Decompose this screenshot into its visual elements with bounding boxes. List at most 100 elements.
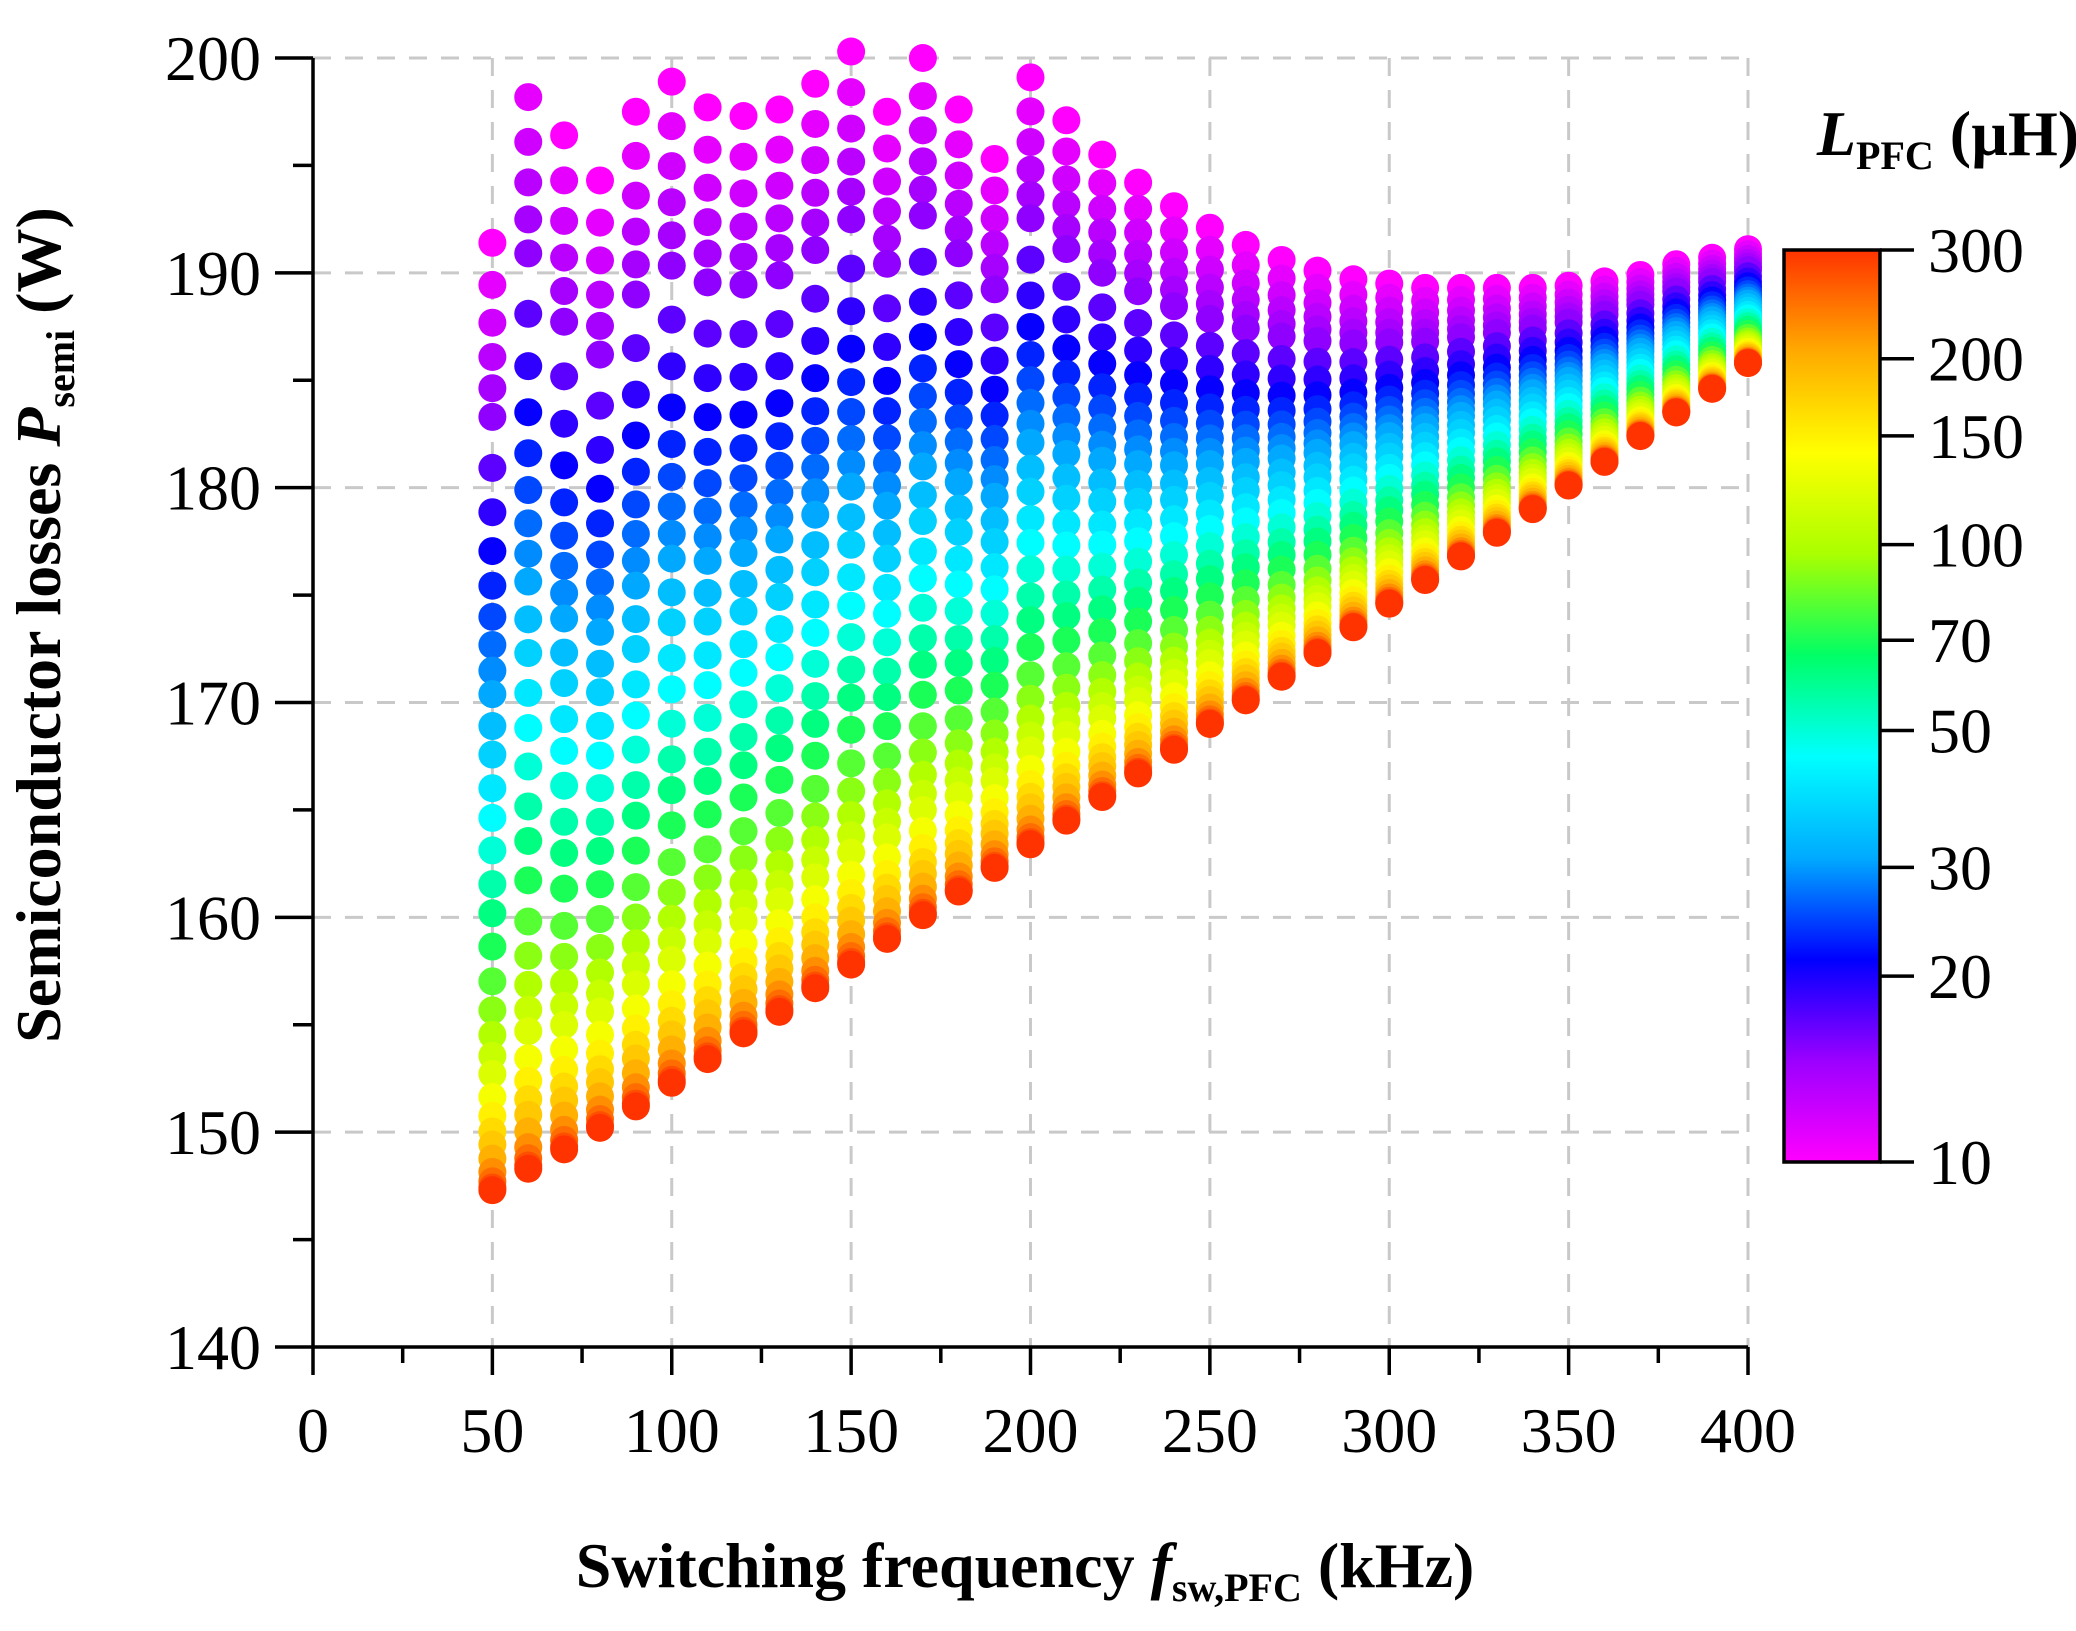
x-tick-label: 350 <box>1521 1395 1617 1466</box>
data-point <box>837 655 866 684</box>
data-point <box>873 491 901 520</box>
data-point <box>621 97 650 126</box>
data-point <box>586 340 614 369</box>
data-point <box>944 517 973 546</box>
data-point <box>1052 213 1081 242</box>
data-point <box>586 678 614 707</box>
data-point <box>550 362 579 391</box>
data-point <box>621 250 650 279</box>
data-point <box>944 448 973 477</box>
data-point <box>1088 510 1117 539</box>
data-point <box>729 102 758 131</box>
data-point <box>1124 450 1153 479</box>
data-point <box>1303 326 1332 355</box>
data-point <box>550 243 579 272</box>
data-point <box>586 774 614 803</box>
y-axis-title: Semiconductor losses Psemi (W) <box>3 207 83 1043</box>
data-point <box>765 478 794 507</box>
data-point <box>693 703 722 732</box>
data-point <box>514 941 543 970</box>
x-tick-label: 400 <box>1700 1395 1796 1466</box>
data-point <box>621 490 650 519</box>
data-point <box>729 400 758 429</box>
data-point <box>765 765 794 794</box>
data-point <box>873 599 901 628</box>
data-point <box>1016 155 1045 184</box>
data-point <box>693 403 722 432</box>
x-tick-label: 50 <box>460 1395 524 1466</box>
data-point <box>1016 428 1045 457</box>
data-point <box>944 281 973 310</box>
data-point <box>478 836 507 865</box>
data-point <box>1160 346 1188 375</box>
data-point <box>1088 530 1117 559</box>
data-point <box>908 287 937 316</box>
data-point <box>908 593 937 622</box>
data-point <box>1052 463 1081 492</box>
data-point <box>514 205 543 234</box>
data-point <box>586 391 614 420</box>
data-point <box>729 906 758 935</box>
data-point <box>693 364 722 393</box>
data-point <box>1088 349 1117 378</box>
data-point <box>1016 204 1045 233</box>
x-tick-label: 300 <box>1341 1395 1437 1466</box>
colorbar-title: LPFC (µH) <box>1816 98 2076 178</box>
data-point <box>478 803 507 832</box>
data-point <box>478 656 507 685</box>
data-point <box>693 268 722 297</box>
data-point <box>621 605 650 634</box>
data-point <box>1124 336 1153 365</box>
data-point <box>1267 345 1296 374</box>
data-point <box>944 624 973 653</box>
data-point <box>693 607 722 636</box>
data-point <box>801 649 830 678</box>
data-point <box>1088 258 1117 287</box>
data-point <box>980 401 1009 430</box>
data-point <box>478 740 507 769</box>
data-point <box>586 1113 614 1142</box>
data-point <box>944 161 973 190</box>
data-point <box>1052 626 1081 655</box>
data-point <box>980 482 1009 511</box>
data-point <box>1088 595 1117 624</box>
data-point <box>729 242 758 271</box>
data-point <box>944 877 973 906</box>
data-point <box>801 364 830 393</box>
data-point <box>765 525 794 554</box>
data-point <box>550 579 579 608</box>
data-point <box>873 294 901 323</box>
data-point <box>657 112 686 141</box>
data-point <box>514 639 543 668</box>
data-point <box>980 575 1009 604</box>
data-point <box>873 366 901 395</box>
data-point <box>657 519 686 548</box>
data-point <box>1052 305 1081 334</box>
data-point <box>693 1045 722 1074</box>
data-point <box>837 472 866 501</box>
data-point <box>1016 582 1045 611</box>
data-point <box>1124 487 1153 516</box>
data-point <box>657 926 686 955</box>
data-point <box>693 135 722 164</box>
data-point <box>514 866 543 895</box>
y-tick-label: 160 <box>165 882 261 953</box>
data-point <box>729 516 758 545</box>
data-point <box>837 368 866 397</box>
data-point <box>1016 181 1045 210</box>
data-point <box>586 474 614 503</box>
data-point <box>1052 272 1081 301</box>
data-point <box>729 868 758 897</box>
data-point <box>478 270 507 299</box>
data-point <box>873 742 901 771</box>
data-point <box>801 802 830 831</box>
data-point <box>1052 382 1081 411</box>
data-point <box>1339 613 1368 642</box>
data-point <box>873 424 901 453</box>
data-point <box>1016 63 1045 92</box>
data-point <box>908 354 937 383</box>
data-point <box>1447 542 1475 571</box>
data-point <box>908 382 937 411</box>
data-point <box>1195 354 1224 383</box>
data-point <box>944 317 973 346</box>
